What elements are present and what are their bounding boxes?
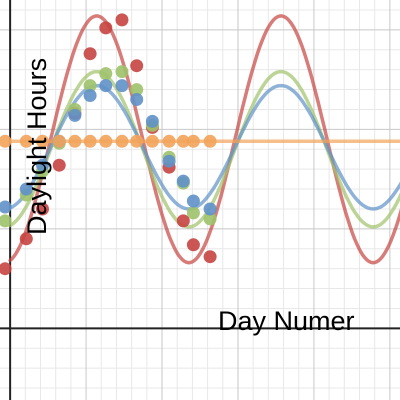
y-axis-label: Daylight Hours: [22, 58, 52, 235]
data-point-series-1: [130, 59, 144, 73]
data-point-series-1: [0, 262, 12, 276]
data-point-series-2: [99, 67, 113, 81]
data-point-series-1: [52, 158, 66, 172]
data-point-series-4: [176, 134, 190, 148]
data-point-series-3: [145, 114, 159, 128]
data-point-series-1: [36, 202, 49, 216]
data-point-series-4: [115, 134, 129, 148]
data-point-series-4: [162, 134, 176, 148]
data-point-series-3: [99, 79, 113, 93]
data-point-series-4: [186, 134, 200, 148]
data-point-series-4: [130, 134, 144, 148]
fit-curve-3: [8, 83, 400, 211]
data-point-series-3: [162, 154, 176, 168]
data-point-series-1: [186, 238, 200, 252]
data-point-series-2: [203, 212, 217, 226]
data-point-series-3: [130, 93, 144, 106]
data-point-series-3: [19, 182, 33, 196]
data-point-series-3: [68, 108, 82, 122]
x-axis-label: Day Numer: [218, 306, 355, 336]
data-point-series-2: [0, 214, 12, 228]
data-points: [0, 13, 217, 276]
data-point-series-4: [68, 134, 82, 148]
data-point-series-3: [186, 194, 200, 208]
data-point-series-3: [83, 89, 97, 102]
data-point-series-2: [115, 65, 129, 79]
data-point-series-2: [83, 79, 97, 93]
data-point-series-4: [52, 134, 66, 148]
data-point-series-3: [115, 79, 129, 93]
data-point-series-4: [83, 134, 97, 148]
data-point-series-3: [36, 158, 49, 172]
data-point-series-3: [0, 200, 12, 214]
data-point-series-1: [203, 250, 217, 264]
data-point-series-2: [186, 206, 200, 220]
data-point-series-1: [99, 21, 113, 35]
data-point-series-4: [203, 134, 217, 148]
data-point-series-1: [176, 214, 190, 228]
fit-curve-2: [8, 69, 400, 229]
data-point-series-4: [36, 134, 49, 148]
data-point-series-1: [83, 47, 97, 61]
data-point-series-4: [99, 134, 113, 148]
data-point-series-1: [19, 232, 33, 246]
data-point-series-1: [115, 13, 129, 27]
data-point-series-3: [203, 202, 217, 216]
data-point-series-4: [0, 134, 12, 148]
data-point-series-2: [130, 83, 144, 97]
data-point-series-3: [176, 174, 190, 188]
data-point-series-4: [145, 134, 159, 148]
data-point-series-4: [19, 134, 33, 148]
